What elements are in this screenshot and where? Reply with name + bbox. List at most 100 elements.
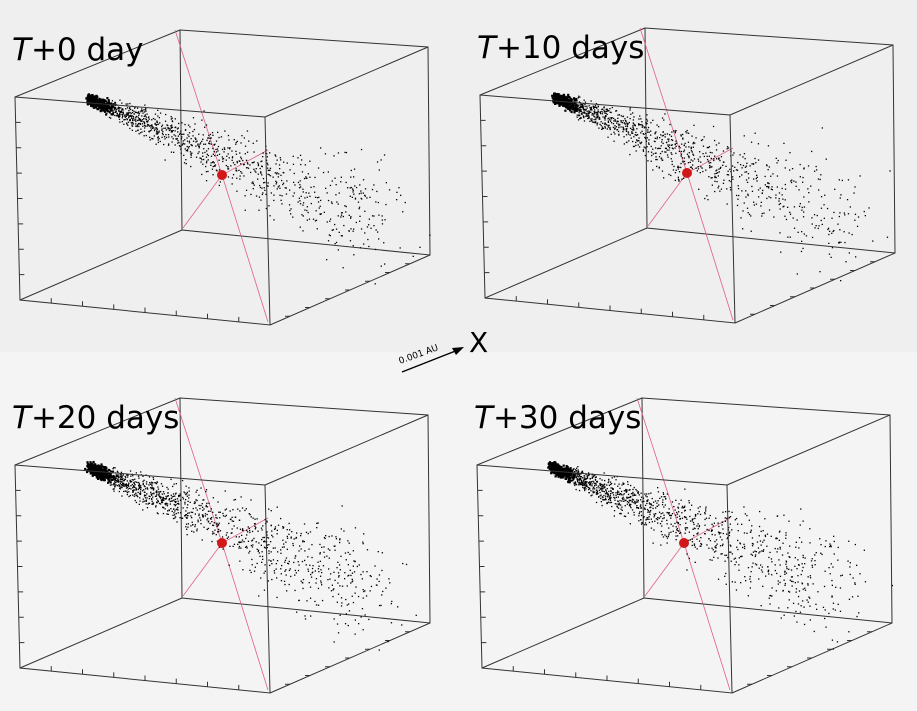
particle [622,115,624,118]
particle [725,583,727,585]
particle [300,186,302,188]
particle [732,176,734,178]
particle [175,138,177,140]
particle [165,498,167,500]
particle [814,227,816,229]
particle [810,185,812,187]
particle [137,122,140,125]
particle [115,479,118,482]
particle [832,230,834,233]
particle [727,147,730,149]
particle [210,143,212,145]
particle [95,94,98,97]
particle [126,107,129,109]
particle [831,584,833,586]
particle [609,126,611,129]
particle [756,180,758,182]
particle [335,538,338,540]
particle [260,172,262,174]
particle [610,497,612,499]
particle [697,166,699,168]
particle [345,613,347,615]
particle [228,564,230,566]
particle [118,110,120,112]
particle [238,541,240,543]
particle [718,185,720,187]
particle [766,165,768,167]
particle [152,487,155,489]
particle [260,199,262,201]
particle [779,232,781,234]
particle [595,117,597,119]
particle [315,582,317,584]
particle [575,97,578,101]
particle [119,488,122,490]
particle [190,511,192,513]
particle [203,526,205,528]
particle [380,159,382,161]
particle [182,142,184,144]
particle [775,157,777,159]
particle [681,512,683,514]
particle [186,150,189,152]
particle [663,177,665,179]
particle [802,588,804,590]
particle [655,147,657,149]
particle [290,536,292,538]
particle [133,117,135,119]
particle [584,103,586,106]
particle [266,536,268,539]
particle [332,229,334,231]
particle [215,516,217,519]
particle [264,570,266,572]
particle [279,194,281,196]
particle [722,182,725,184]
particle [106,97,109,100]
particle [643,127,645,129]
particle [626,124,628,126]
particle [760,205,762,207]
particle [121,481,123,483]
particle [803,168,805,170]
particle [830,256,832,258]
particle [115,474,117,476]
panel-label: T+20 days [12,400,179,436]
particle [588,487,591,489]
particle [91,102,94,105]
particle [755,203,758,205]
particle [358,623,360,625]
particle [279,168,281,170]
particle [331,229,333,231]
particle [280,199,282,201]
particle [739,543,742,545]
particle [181,479,184,482]
particle [200,157,202,159]
particle [212,147,214,150]
particle [583,120,586,122]
particle [278,164,281,166]
particle [728,180,730,182]
particle [593,105,595,108]
particle [618,493,620,496]
particle [210,162,212,164]
particle [90,466,93,469]
particle [798,537,801,539]
particle [186,140,189,142]
particle [708,538,710,540]
particle [362,571,364,573]
particle [789,545,791,547]
particle [612,126,615,129]
particle [351,595,353,597]
particle [620,493,622,495]
particle [710,177,712,179]
particle [673,165,675,168]
particle [101,104,104,107]
particle [278,173,280,175]
particle [295,536,298,539]
particle [194,524,196,526]
particle [848,232,850,234]
particle [128,117,130,119]
particle [205,489,208,491]
particle [305,192,307,194]
particle [94,471,97,474]
